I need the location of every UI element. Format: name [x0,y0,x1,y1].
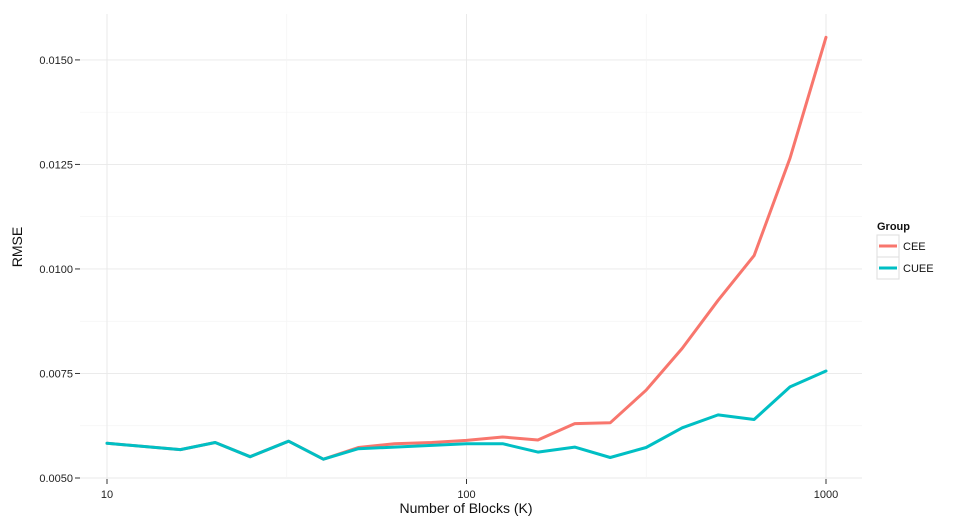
y-tick-label: 0.0075 [39,368,73,380]
y-axis-title: RMSE [9,227,25,267]
y-tick-label: 0.0125 [39,159,73,171]
x-tick-label: 100 [457,489,475,501]
y-tick-label: 0.0100 [39,264,73,276]
y-tick-label: 0.0150 [39,55,73,67]
y-tick-label: 0.0050 [39,473,73,485]
series-lines [105,35,828,461]
x-tick-label: 1000 [814,489,838,501]
x-axis-ticks: 10 100 1000 [101,479,838,501]
legend-label: CUEE [903,263,934,275]
legend-title: Group [877,221,910,233]
x-tick-label: 10 [101,489,113,501]
plot-panel [80,14,862,479]
gridlines [80,14,862,479]
legend: Group CEE CUEE [876,221,934,280]
legend-label: CEE [903,241,926,253]
x-axis-title: Number of Blocks (K) [399,500,532,516]
y-axis-ticks: 0.0050 0.0075 0.0100 0.0125 0.0150 [39,55,80,485]
series-line-cuee [105,369,828,461]
legend-items: CEE CUEE [876,234,934,280]
